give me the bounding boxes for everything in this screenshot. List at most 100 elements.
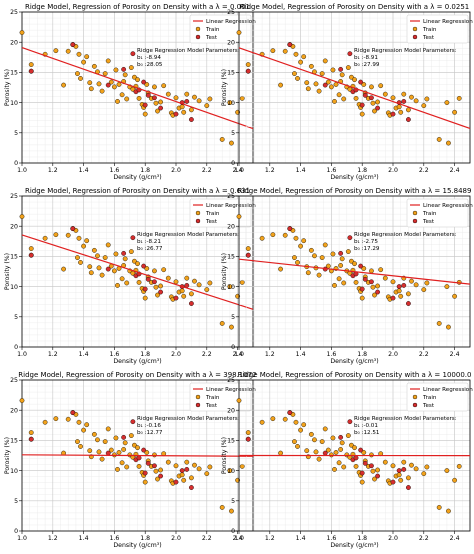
train-point [84,422,90,428]
subplot-6: Ridge Model, Regression of Porosity on D… [221,371,473,549]
train-point [207,280,213,286]
train-point [108,79,114,85]
train-point [270,48,276,54]
train-point [353,95,359,101]
x-tick-label: 2.2 [419,351,429,358]
train-point [305,270,311,276]
test-point [358,263,364,269]
train-point [102,255,108,261]
x-tick-label: 1.6 [109,167,119,174]
train-point [113,251,119,257]
train-point [339,72,345,78]
train-point [405,475,411,481]
train-point [409,94,414,100]
train-point [444,100,450,106]
test-point [245,252,251,258]
train-point [179,288,185,294]
legend-test-swatch [412,34,418,40]
train-point [91,431,97,437]
train-point [204,471,210,477]
x-tick-label: 1.6 [109,535,119,542]
subplot-title: Ridge Model, Regression of Porosity on D… [18,371,256,379]
train-point [99,456,105,462]
test-point [145,460,151,466]
x-tick-label: 1.6 [326,167,336,174]
train-point [152,268,157,274]
test-point [105,82,111,88]
test-point [158,289,164,295]
test-point [130,51,136,57]
train-point [196,98,202,104]
params-title: Ridge Regression Model Parameters: [137,416,240,422]
train-point [396,472,402,478]
y-tick-label: 10 [227,284,235,291]
train-point [424,96,430,102]
x-tick-label: 2.0 [388,351,398,358]
train-point [81,59,87,65]
params-title: Ridge Regression Model Parameters: [137,48,240,54]
test-point [322,82,328,88]
train-point [292,255,297,261]
x-tick-label: 1.4 [79,351,89,358]
train-point [270,232,276,238]
test-point [338,250,344,256]
subplot-title: Ridge Model, Regression of Porosity on D… [25,187,250,195]
test-point [28,68,34,74]
test-point [375,105,380,111]
train-point [19,30,25,35]
test-point [173,479,179,485]
params-title: Ridge Regression Model Parameters: [137,232,240,238]
test-point [179,468,185,473]
y-tick-label: 0 [231,344,235,351]
train-point [65,48,71,54]
x-tick-label: 1.2 [48,535,58,542]
test-point [347,235,353,241]
train-point [236,30,242,35]
train-point [322,58,328,64]
train-point [112,84,117,90]
train-point [119,276,125,282]
train-point [136,95,142,101]
y-tick-label: 5 [14,314,18,321]
train-point [112,268,117,274]
train-point [229,140,234,146]
x-tick-label: 2.0 [171,351,181,358]
train-point [405,107,411,113]
train-point [333,82,339,87]
regression-line [238,47,471,130]
regression-line [21,234,254,310]
x-tick-label: 1.4 [296,351,306,358]
train-point [53,232,59,238]
train-point [308,247,314,253]
train-point [179,104,185,110]
train-point [142,479,148,485]
test-point [136,455,142,461]
test-point [401,98,407,104]
y-tick-label: 10 [10,468,18,475]
y-tick-label: 10 [10,100,18,107]
train-point [207,96,213,102]
train-point [332,282,337,288]
train-point [28,246,34,251]
test-point [142,102,148,108]
train-point [116,450,122,455]
test-point [358,79,364,85]
legend-box [406,14,469,44]
train-point [352,77,357,83]
test-point [173,111,179,117]
train-point [75,439,80,445]
x-axis-label: Density (g/cm³) [113,174,161,181]
test-point [362,460,368,466]
subplot-1: Ridge Model, Regression of Porosity on D… [4,3,256,181]
train-point [293,419,299,425]
subplot-title: Ridge Model, Regression of Porosity on D… [25,3,250,11]
subplot-title: Ridge Model, Regression of Porosity on D… [240,3,469,11]
x-tick-label: 1.2 [265,535,275,542]
train-point [84,54,90,60]
train-point [128,65,134,70]
y-tick-label: 25 [10,9,18,16]
train-point [421,287,427,293]
params-title: Ridge Regression Model Parameters: [354,416,457,422]
train-point [28,430,34,435]
test-point [141,447,147,453]
